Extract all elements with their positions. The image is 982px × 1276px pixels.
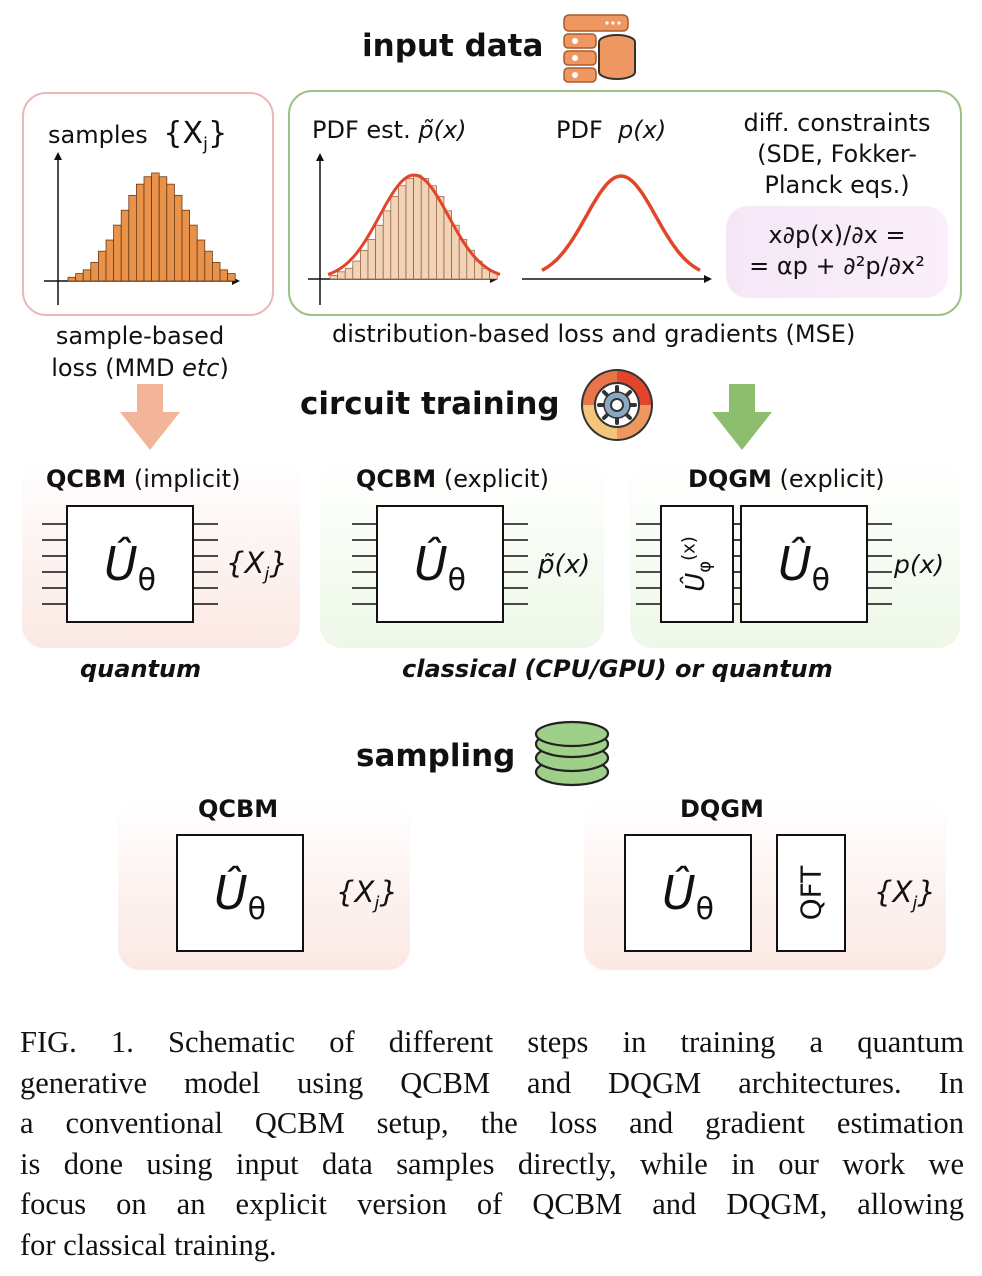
caption-line: for classical training. — [20, 1227, 277, 1262]
qcbm-explicit-title: QCBM (explicit) — [356, 465, 549, 493]
input-data-title: input data — [362, 28, 544, 64]
distribution-loss-label: distribution-based loss and gradients (M… — [332, 320, 856, 348]
distribution-loss-arrow — [712, 384, 772, 450]
pdf-est-label: PDF est. p̃(x) — [312, 116, 467, 144]
equation-box — [726, 206, 948, 298]
pdf-output-label: p(x) — [894, 550, 945, 579]
caption-line: generative model using QCBM and DQGM arc… — [20, 1065, 964, 1100]
sampling-title: sampling — [356, 738, 516, 774]
samples-histogram — [44, 152, 240, 305]
classical-label: classical (CPU/GPU) or quantum — [402, 655, 833, 683]
pdf-estimate-plot — [308, 153, 501, 305]
caption-line: focus on an explicit version of QCBM and… — [20, 1187, 964, 1221]
unitary-gate: Ûθ — [176, 834, 304, 952]
database-server-icon — [563, 14, 636, 83]
pdf-curve — [541, 174, 701, 272]
pdf-estimate-curve — [327, 173, 501, 276]
sample-loss-arrow — [120, 384, 180, 450]
unitary-gate: Ûθ — [66, 505, 194, 623]
circuit-training-title: circuit training — [300, 386, 560, 422]
diff-constraints-text: diff. constraints (SDE, Fokker- Planck e… — [743, 109, 931, 199]
sampling-dqgm-title: DQGM — [680, 795, 764, 823]
dqgm-explicit-title: DQGM (explicit) — [688, 465, 885, 493]
unitary-gate: Ûθ — [624, 834, 752, 952]
samples-label: samples {Xj} — [48, 116, 228, 155]
qcbm-implicit-title: QCBM (implicit) — [46, 465, 241, 493]
qft-gate: QFT — [776, 834, 846, 952]
pdf-est-symbol: p̃(x) — [418, 116, 467, 144]
sample-loss-label: sample-based loss (MMD etc) — [51, 322, 229, 382]
coin-stack-icon — [534, 720, 610, 787]
equation-text: x∂p(x)/∂x = = αp + ∂²p/∂x² — [749, 221, 925, 280]
caption-line: is done using input data samples directl… — [20, 1146, 964, 1181]
sampling-qcbm-title: QCBM — [198, 795, 279, 823]
histogram-bars — [67, 172, 236, 282]
caption-line: a conventional QCBM setup, the loss and … — [20, 1106, 964, 1140]
quantum-label: quantum — [80, 655, 202, 683]
pdf-plot — [522, 174, 712, 283]
pdf-label: PDF p(x) — [556, 116, 667, 144]
sampling-qcbm-output: {Xj} — [336, 875, 398, 914]
feature-map-gate: Ûφ(x) — [660, 505, 734, 623]
caption-line: FIG. 1. Schematic of different steps in … — [20, 1025, 964, 1059]
pdf-est-output-label: p̃(x) — [538, 550, 591, 580]
samples-output-label: {Xj} — [226, 546, 288, 585]
pdf-symbol: p(x) — [618, 116, 667, 144]
sampling-dqgm-output: {Xj} — [874, 875, 936, 914]
unitary-gate: Ûθ — [740, 505, 868, 623]
unitary-gate: Ûθ — [376, 505, 504, 623]
figure-caption: FIG. 1. Schematic of different steps in … — [20, 1022, 964, 1265]
histogram-bar — [227, 273, 236, 282]
gear-icon — [581, 369, 653, 441]
